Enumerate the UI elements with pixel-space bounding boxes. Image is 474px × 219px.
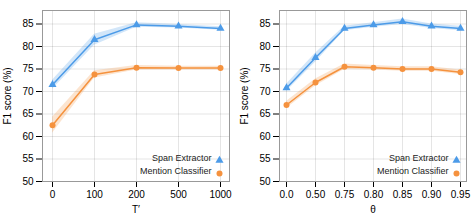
svg-text:Span Extractor: Span Extractor xyxy=(389,153,449,163)
svg-text:F1 score (%): F1 score (%) xyxy=(2,67,13,124)
svg-text:100: 100 xyxy=(86,189,103,200)
svg-text:60: 60 xyxy=(259,131,271,142)
svg-text:80: 80 xyxy=(22,41,34,52)
svg-text:70: 70 xyxy=(259,86,271,97)
svg-text:0: 0 xyxy=(50,189,56,200)
svg-text:1000: 1000 xyxy=(209,189,232,200)
svg-text:75: 75 xyxy=(22,63,34,74)
svg-text:500: 500 xyxy=(170,189,187,200)
svg-text:55: 55 xyxy=(259,153,271,164)
svg-text:75: 75 xyxy=(259,63,271,74)
svg-text:0.85: 0.85 xyxy=(393,189,413,200)
svg-text:85: 85 xyxy=(259,18,271,29)
svg-text:0.80: 0.80 xyxy=(364,189,384,200)
svg-text:Mention Classifier: Mention Classifier xyxy=(140,166,212,176)
svg-text:85: 85 xyxy=(22,18,34,29)
svg-text:F1 score (%): F1 score (%) xyxy=(239,67,250,124)
svg-text:60: 60 xyxy=(22,131,34,142)
svg-text:50: 50 xyxy=(259,176,271,187)
svg-text:0.75: 0.75 xyxy=(335,189,355,200)
svg-text:0.50: 0.50 xyxy=(306,189,326,200)
svg-text:θ: θ xyxy=(370,204,376,215)
svg-text:65: 65 xyxy=(22,108,34,119)
svg-text:80: 80 xyxy=(259,41,271,52)
svg-text:0.90: 0.90 xyxy=(422,189,442,200)
svg-text:200: 200 xyxy=(128,189,145,200)
svg-text:Mention Classifier: Mention Classifier xyxy=(377,166,449,176)
svg-text:65: 65 xyxy=(259,108,271,119)
svg-text:70: 70 xyxy=(22,86,34,97)
svg-text:0.0: 0.0 xyxy=(280,189,294,200)
svg-text:0.95: 0.95 xyxy=(451,189,471,200)
svg-text:55: 55 xyxy=(22,153,34,164)
svg-text:50: 50 xyxy=(22,176,34,187)
svg-text:T′: T′ xyxy=(132,204,140,215)
svg-text:Span Extractor: Span Extractor xyxy=(152,153,212,163)
